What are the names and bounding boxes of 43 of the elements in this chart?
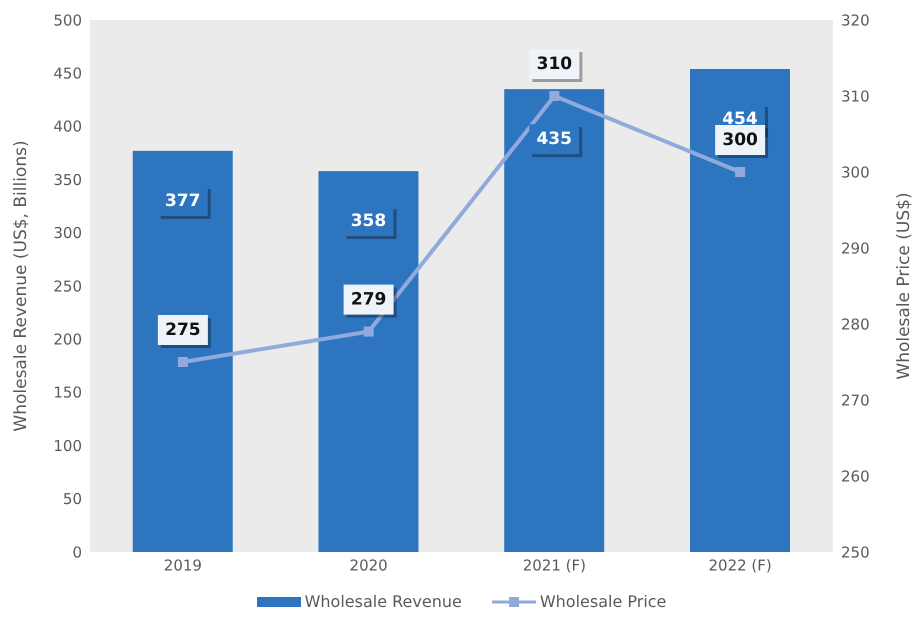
y-tick-label: 450 [53, 64, 82, 83]
y-tick-label: 250 [53, 277, 82, 296]
x-tick-label: 2022 (F) [708, 556, 772, 575]
y2-tick-label: 250 [841, 543, 870, 562]
legend-label: Wholesale Price [538, 592, 666, 611]
y2-tick-label: 320 [841, 11, 870, 30]
y2-tick-label: 290 [841, 239, 870, 258]
data-label: 275 [165, 320, 201, 340]
bar [504, 89, 604, 552]
legend-label: Wholesale Revenue [304, 592, 462, 611]
y2-tick-label: 280 [841, 315, 870, 334]
point [364, 326, 374, 337]
data-label: 300 [722, 130, 758, 150]
data-label: 310 [536, 54, 572, 74]
y-tick-label: 100 [53, 436, 82, 455]
data-label: 358 [350, 211, 386, 232]
y-tick-label: 200 [53, 330, 82, 349]
data-label: 435 [536, 129, 572, 150]
point [549, 91, 560, 101]
x-tick-label: 2020 [350, 556, 388, 575]
x-tick-label: 2019 [164, 556, 202, 575]
y-axis-title: Wholesale Revenue (US$, Billions) [11, 140, 32, 432]
bar [318, 171, 418, 552]
y-tick-label: 350 [53, 170, 82, 189]
y-tick-label: 300 [53, 224, 82, 242]
y2-tick-label: 300 [841, 163, 870, 182]
bar [132, 150, 233, 552]
y2-axis-title: Wholesale Price (US$) [894, 192, 914, 380]
data-label: 454 [722, 108, 758, 129]
point [735, 167, 746, 177]
point [178, 357, 188, 367]
bar [690, 68, 790, 552]
x-tick-label: 2021 (F) [522, 556, 586, 575]
data-label: 279 [350, 290, 386, 310]
data-label: 377 [164, 190, 200, 211]
y-tick-label: 500 [53, 11, 82, 30]
y2-tick-label: 310 [841, 87, 870, 106]
y-tick-label: 0 [72, 543, 82, 562]
y2-tick-label: 270 [841, 391, 870, 410]
y-tick-label: 400 [53, 118, 82, 136]
y-tick-label: 150 [53, 384, 82, 402]
y2-tick-label: 260 [841, 467, 870, 486]
y-tick-label: 50 [62, 490, 82, 508]
